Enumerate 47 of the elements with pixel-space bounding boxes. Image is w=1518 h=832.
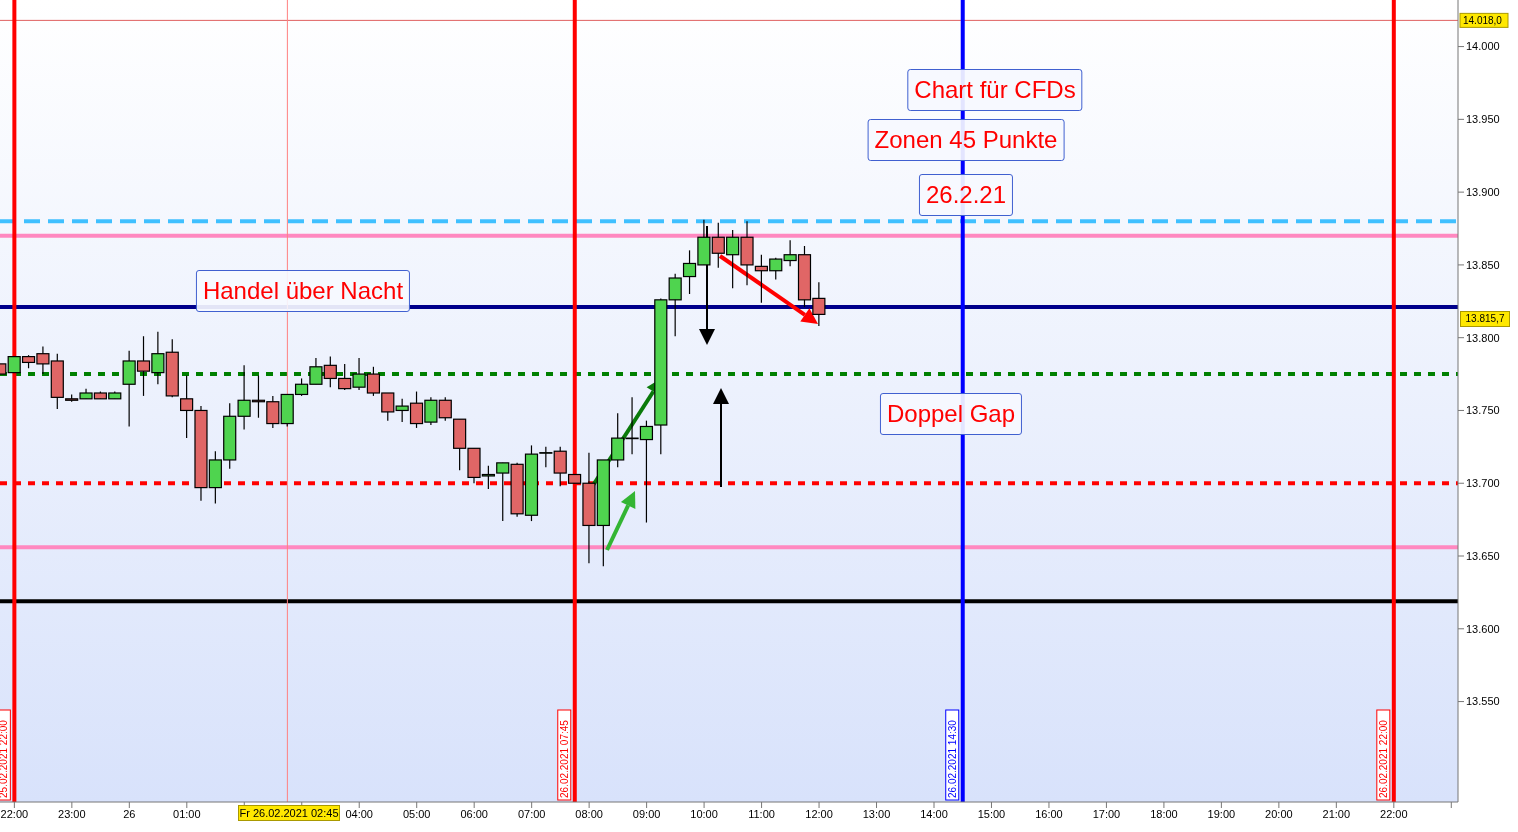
y-tick-label: 13.850 [1466,258,1500,271]
x-tick-label: 20:00 [1265,807,1293,820]
annotation: Handel über Nacht [195,270,411,312]
text: 13.815,7 [1460,311,1510,327]
x-tick-label: 16:00 [1035,807,1063,820]
y-tick-label: 14.000 [1466,40,1500,53]
annotation: Chart für CFDs [907,69,1083,111]
ref-line-label: 26.02.2021 22:00 [1377,719,1389,798]
x-tick-label: 12:00 [805,807,833,820]
x-tick-label: 23:00 [58,807,86,820]
x-tick-label: 01:00 [173,807,201,820]
x-tick-label: 13:00 [862,807,891,820]
x-tick-label: 17:00 [1092,807,1121,820]
x-tick-label: 18:00 [1150,807,1178,820]
y-tick-label: 13.650 [1466,549,1500,562]
annotation: Doppel Gap [879,393,1023,435]
y-tick-label: 13.950 [1466,113,1500,126]
x-tick-label: 21:00 [1322,807,1351,820]
y-tick-label: 13.600 [1466,622,1500,635]
y-tick-label: 13.900 [1466,186,1500,199]
x-tick-label: 22:00 [0,807,29,820]
candlestick [668,273,682,337]
x-tick-label: 04:00 [345,807,373,820]
x-tick-label: 14:00 [920,807,948,820]
y-tick-label: 13.550 [1466,695,1500,708]
x-tick-label: 05:00 [402,807,431,820]
ref-line-label: 26.02.2021 07:45 [558,719,570,798]
x-tick-label: 26 [123,807,136,820]
ref-line-label: 14.018,0 [1463,15,1503,27]
x-tick-label: 15:00 [977,807,1006,820]
y-tick-label: 13.800 [1466,331,1500,344]
x-tick-label: 07:00 [517,807,546,820]
annotation: Zonen 45 Punkte [867,119,1065,161]
ref-line-label: 26.02.2021 14:30 [946,719,958,798]
annotation: 26.2.21 [918,174,1014,216]
candlestick [553,446,567,487]
x-tick-label: 22:00 [1380,807,1408,820]
y-tick-label: 13.700 [1466,477,1500,490]
x-tick-label: 08:00 [575,807,603,820]
ref-line-label: 25.02.2021 22:00 [0,719,10,798]
text: Fr 26.02.2021 02:45 [238,805,340,821]
y-tick-label: 13.750 [1466,404,1500,417]
x-tick-label: 11:00 [748,807,775,820]
x-tick-label: 19:00 [1207,807,1236,820]
x-tick-label: 09:00 [632,807,661,820]
x-tick-label: 10:00 [690,807,718,820]
x-tick-label: 06:00 [460,807,488,820]
